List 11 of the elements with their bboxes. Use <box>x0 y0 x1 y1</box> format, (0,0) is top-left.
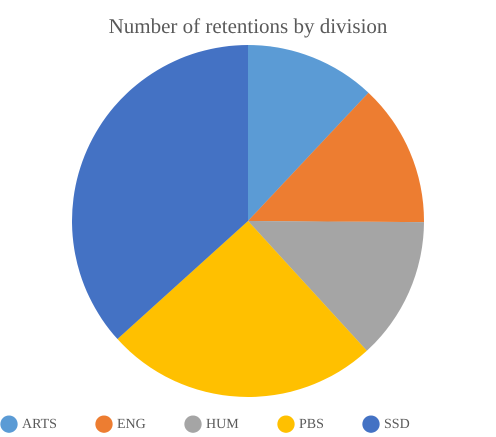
pie-slice <box>248 221 424 351</box>
legend-label: HUM <box>206 417 240 432</box>
legend-label: SSD <box>384 417 410 432</box>
pie-slice <box>248 45 368 221</box>
legend-label: ARTS <box>22 417 57 432</box>
legend-label: ENG <box>117 417 146 432</box>
pie-slice <box>72 45 248 340</box>
legend-label: PBS <box>299 417 324 432</box>
pie-slice <box>248 92 424 222</box>
pie-slice <box>117 221 367 397</box>
chart-title: Number of retentions by division <box>108 14 388 38</box>
